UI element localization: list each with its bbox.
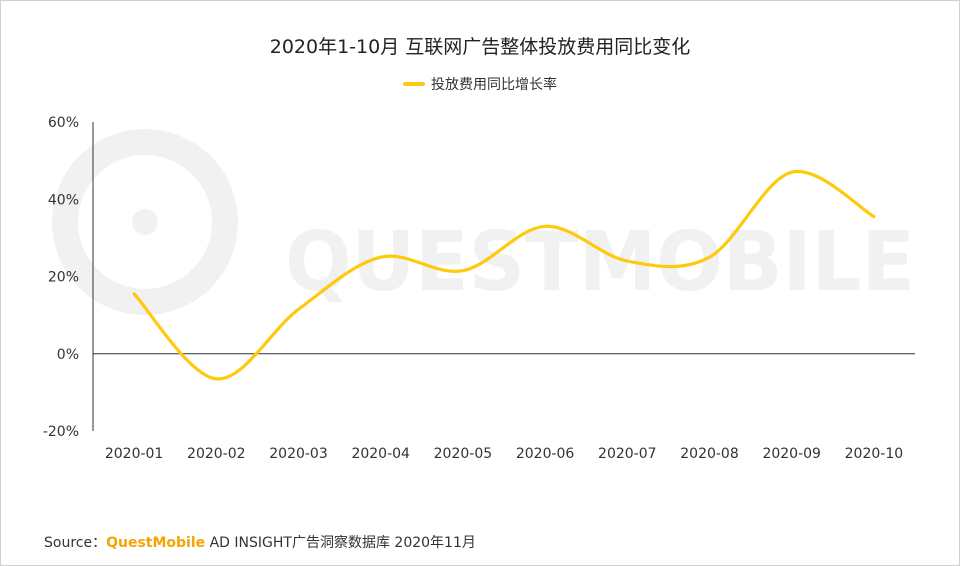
legend-label: 投放费用同比增长率 bbox=[431, 77, 557, 93]
x-tick-label: 2020-08 bbox=[680, 446, 739, 462]
y-tick-label: 0% bbox=[57, 347, 79, 363]
x-tick-label: 2020-02 bbox=[187, 446, 246, 462]
axes bbox=[92, 122, 915, 431]
y-tick-label: 20% bbox=[48, 270, 79, 286]
source-prefix: Source： bbox=[44, 535, 107, 551]
legend-swatch bbox=[403, 82, 425, 86]
y-tick-label: -20% bbox=[43, 424, 79, 440]
x-tick-labels: 2020-01 2020-02 2020-03 2020-04 2020-05 2020-… bbox=[105, 446, 903, 462]
series-layer bbox=[132, 169, 876, 381]
watermark: QUESTMOBILE bbox=[52, 129, 915, 315]
watermark-dot bbox=[132, 209, 158, 235]
x-tick-label: 2020-09 bbox=[762, 446, 821, 462]
x-tick-label: 2020-05 bbox=[434, 446, 493, 462]
chart-title: 2020年1-10月 互联网广告整体投放费用同比变化 bbox=[269, 36, 691, 58]
source-brand: QuestMobile bbox=[106, 535, 206, 551]
x-tick-label: 2020-07 bbox=[598, 446, 657, 462]
y-tick-label: 40% bbox=[48, 192, 79, 208]
x-tick-label: 2020-04 bbox=[351, 446, 410, 462]
x-tick-label: 2020-10 bbox=[845, 446, 904, 462]
watermark-text: QUESTMOBILE bbox=[285, 215, 915, 310]
x-tick-label: 2020-03 bbox=[269, 446, 328, 462]
y-tick-label: 60% bbox=[48, 115, 79, 131]
y-tick-labels: 60% 40% 20% 0% -20% bbox=[43, 115, 79, 440]
watermark-ring bbox=[52, 129, 238, 315]
source-suffix: AD INSIGHT广告洞察数据库 2020年11月 bbox=[205, 535, 476, 551]
x-tick-label: 2020-01 bbox=[105, 446, 164, 462]
source-note: Source：QuestMobile AD INSIGHT广告洞察数据库 202… bbox=[44, 532, 476, 552]
x-tick-label: 2020-06 bbox=[516, 446, 575, 462]
legend: 投放费用同比增长率 bbox=[0, 74, 960, 94]
series-line bbox=[132, 169, 876, 381]
